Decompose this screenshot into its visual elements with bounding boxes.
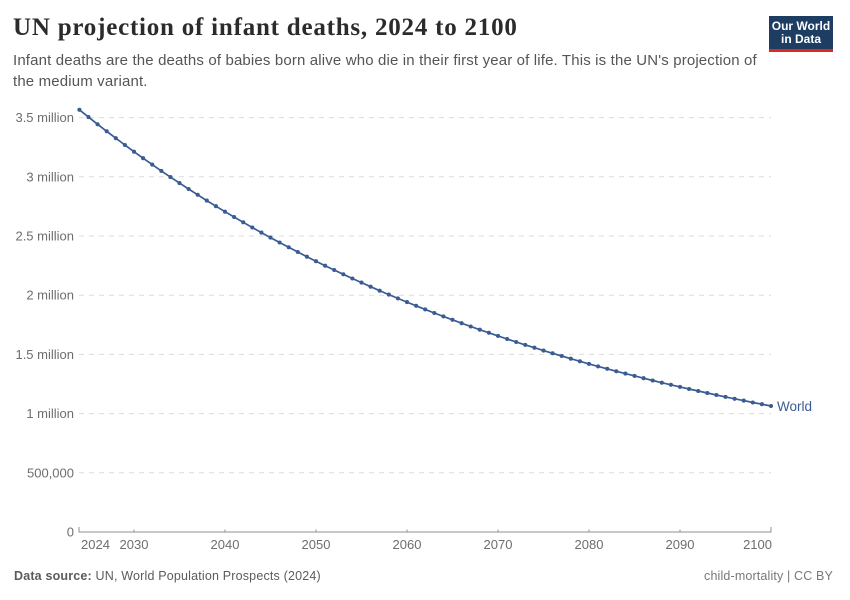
svg-text:1 million: 1 million [26,406,74,421]
svg-text:2060: 2060 [393,537,422,552]
svg-text:1.5 million: 1.5 million [15,347,74,362]
svg-text:500,000: 500,000 [27,465,74,480]
svg-text:2090: 2090 [666,537,695,552]
svg-text:2050: 2050 [302,537,331,552]
svg-text:2070: 2070 [484,537,513,552]
svg-text:2.5 million: 2.5 million [15,229,74,244]
svg-text:2080: 2080 [575,537,604,552]
svg-text:3 million: 3 million [26,169,74,184]
svg-text:2100: 2100 [743,537,772,552]
svg-text:2040: 2040 [211,537,240,552]
svg-text:3.5 million: 3.5 million [15,110,74,125]
svg-text:2024: 2024 [81,537,110,552]
svg-text:World: World [777,399,812,414]
svg-text:0: 0 [67,525,74,540]
svg-text:2030: 2030 [120,537,149,552]
svg-text:2 million: 2 million [26,288,74,303]
